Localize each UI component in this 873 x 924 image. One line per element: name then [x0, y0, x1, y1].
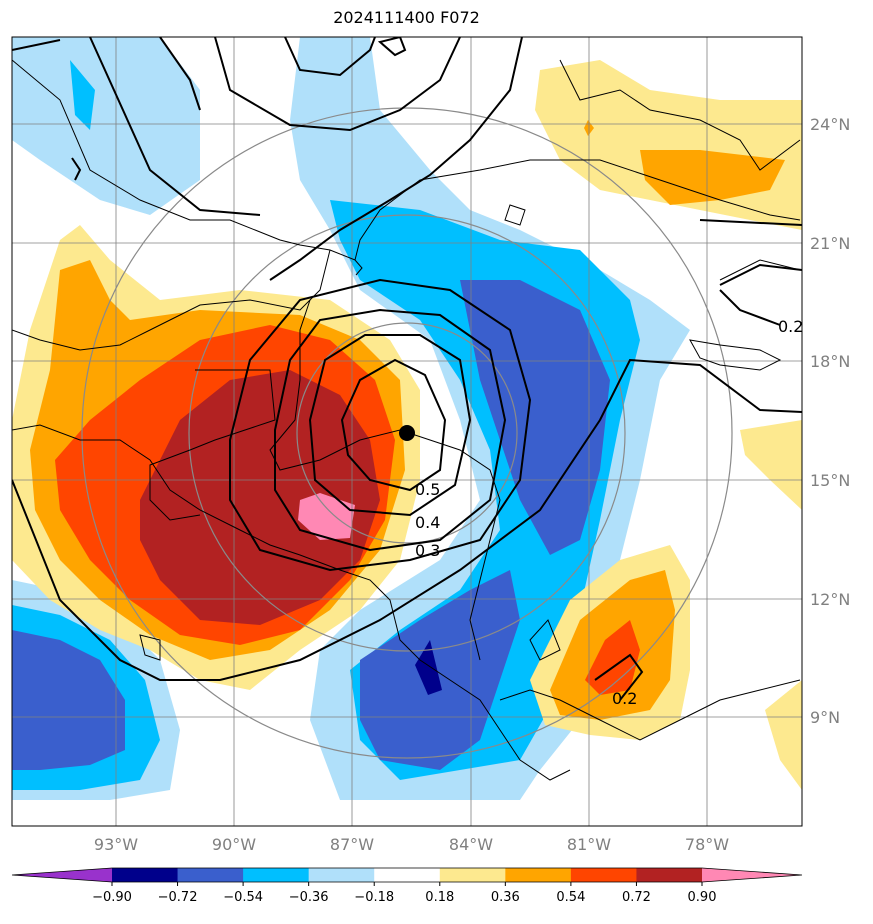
colorbar-tick-label: −0.90	[92, 890, 132, 905]
colorbar-segment	[243, 868, 310, 882]
colorbar-tick-label: 0.90	[688, 890, 717, 905]
colorbar-segment	[177, 868, 244, 882]
contour-label-0-2-east: 0.2	[778, 317, 803, 336]
colorbar-extend-low	[12, 868, 112, 882]
colorbar-segment	[374, 868, 441, 882]
colorbar	[11, 867, 803, 883]
lat-label-15n: 15°N	[810, 471, 850, 490]
longitude-labels: 93°W 90°W 87°W 84°W 81°W 78°W	[94, 835, 729, 854]
colorbar-tick-label: 0.72	[622, 890, 651, 905]
contour-label-group: 0.5 0.4 0.3 0.2 0.2	[415, 317, 803, 708]
contour-label-0-2-south: 0.2	[612, 689, 637, 708]
map-panel: 0.5 0.4 0.3 0.2 0.2	[12, 37, 803, 826]
lat-label-9n: 9°N	[810, 708, 840, 727]
lon-label-90w: 90°W	[212, 835, 256, 854]
colorbar-tick-label: −0.18	[354, 890, 394, 905]
storm-center-marker	[399, 425, 415, 441]
colorbar-tick-labels: −0.90 −0.72 −0.54 −0.36 −0.18 0.18 0.36 0.54 0.7…	[92, 882, 716, 905]
contour-label-0-5: 0.5	[415, 480, 440, 499]
map-title: 2024111400 F072	[333, 8, 480, 27]
colorbar-segment	[308, 868, 375, 882]
colorbar-tick-label: 0.18	[425, 890, 454, 905]
latitude-labels: 24°N 21°N 18°N 15°N 12°N 9°N	[810, 115, 850, 727]
contour-label-0-3: 0.3	[415, 541, 440, 560]
colorbar-segment	[636, 868, 703, 882]
lon-label-81w: 81°W	[567, 835, 611, 854]
colorbar-segment	[505, 868, 572, 882]
colorbar-tick-label: −0.36	[289, 890, 329, 905]
range-rings	[81, 107, 733, 759]
colorbar-tick-label: −0.54	[223, 890, 263, 905]
lon-label-78w: 78°W	[685, 835, 729, 854]
lon-label-84w: 84°W	[449, 835, 493, 854]
contour-lines	[12, 37, 802, 701]
colorbar-tick-label: −0.72	[158, 890, 198, 905]
colorbar-tick-label: 0.36	[491, 890, 520, 905]
colorbar-tick-label: 0.54	[556, 890, 585, 905]
colorbar-segment	[112, 868, 179, 882]
lon-label-93w: 93°W	[94, 835, 138, 854]
lat-label-24n: 24°N	[810, 115, 850, 134]
colorbar-extend-high	[702, 868, 802, 882]
colorbar-segment	[570, 868, 637, 882]
lat-label-18n: 18°N	[810, 352, 850, 371]
lat-label-12n: 12°N	[810, 590, 850, 609]
coastlines	[12, 59, 801, 781]
lat-label-21n: 21°N	[810, 234, 850, 253]
contour-label-0-4: 0.4	[415, 513, 440, 532]
lon-label-87w: 87°W	[330, 835, 374, 854]
map-frame	[11, 36, 803, 827]
colorbar-segment	[439, 868, 506, 882]
